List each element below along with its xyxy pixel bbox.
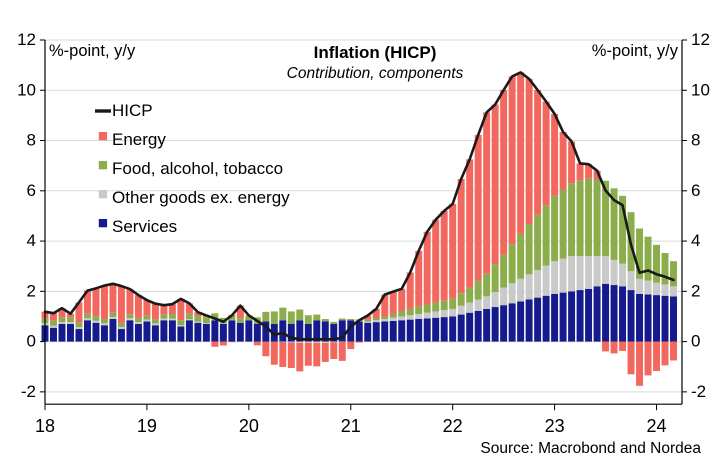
svg-text:12: 12 [691, 30, 710, 49]
svg-text:6: 6 [27, 181, 36, 200]
svg-text:2: 2 [27, 281, 36, 300]
svg-text:21: 21 [341, 416, 361, 436]
svg-text:6: 6 [691, 181, 700, 200]
svg-text:HICP: HICP [112, 101, 153, 120]
svg-text:10: 10 [691, 80, 710, 99]
svg-text:4: 4 [27, 231, 36, 250]
svg-text:Source: Macrobond and Nordea: Source: Macrobond and Nordea [480, 440, 701, 457]
svg-text:Energy: Energy [112, 130, 166, 149]
svg-text:0: 0 [27, 332, 36, 351]
svg-text:2: 2 [691, 281, 700, 300]
svg-text:-2: -2 [21, 382, 36, 401]
svg-text:23: 23 [545, 416, 565, 436]
svg-text:Food, alcohol, tobacco: Food, alcohol, tobacco [112, 159, 283, 178]
svg-text:8: 8 [27, 131, 36, 150]
svg-text:Services: Services [112, 217, 177, 236]
svg-text:0: 0 [691, 332, 700, 351]
svg-text:4: 4 [691, 231, 700, 250]
svg-text:Other goods ex. energy: Other goods ex. energy [112, 188, 290, 207]
svg-text:24: 24 [647, 416, 667, 436]
svg-text:%-point, y/y: %-point, y/y [592, 42, 679, 60]
svg-text:10: 10 [17, 80, 36, 99]
svg-text:Inflation (HICP): Inflation (HICP) [314, 43, 437, 62]
svg-text:12: 12 [17, 30, 36, 49]
svg-text:Contribution, components: Contribution, components [287, 65, 464, 82]
svg-text:20: 20 [239, 416, 259, 436]
svg-text:18: 18 [35, 416, 55, 436]
svg-text:19: 19 [137, 416, 157, 436]
svg-text:-2: -2 [691, 382, 706, 401]
svg-text:22: 22 [443, 416, 463, 436]
svg-text:%-point, y/y: %-point, y/y [49, 42, 136, 60]
svg-text:8: 8 [691, 131, 700, 150]
